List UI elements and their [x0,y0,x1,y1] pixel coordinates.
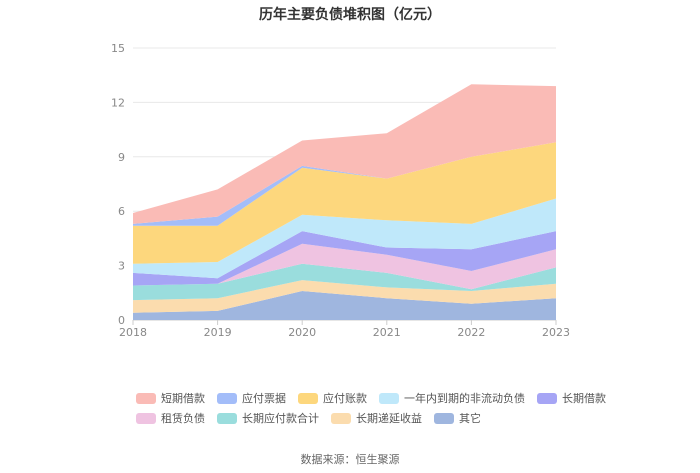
legend-swatch [217,412,237,424]
legend-label: 长期应付款合计 [242,412,319,425]
legend-row: 短期借款 应付票据 应付账款 一年内到期的非流动负债 长期借款 [136,388,606,408]
x-tick-label: 2021 [373,326,401,339]
legend-label: 应付票据 [242,392,286,405]
area-series [133,243,556,290]
legend-row: 租赁负债 长期应付款合计 长期递延收益 其它 [136,408,596,428]
legend-label: 长期借款 [562,392,606,405]
legend-label: 一年内到期的非流动负债 [404,392,525,405]
area-series [133,280,556,313]
area-series [133,84,556,224]
y-tick-label: 0 [118,314,125,327]
legend-label: 其它 [459,412,481,425]
legend-swatch [136,412,156,424]
x-tick-label: 2019 [204,326,232,339]
legend-item[interactable]: 长期递延收益 [331,410,422,426]
area-series [133,198,556,279]
legend-item[interactable]: 应付账款 [298,390,367,406]
legend-item[interactable]: 短期借款 [136,390,205,406]
legend-item[interactable]: 一年内到期的非流动负债 [379,390,525,406]
x-tick-label: 2022 [457,326,485,339]
legend-swatch [136,392,156,404]
legend-label: 短期借款 [161,392,205,405]
x-tick-label: 2023 [542,326,570,339]
y-tick-label: 15 [111,42,125,55]
legend-item[interactable]: 长期应付款合计 [217,410,319,426]
chart-title: 历年主要负债堆积图（亿元） [259,7,441,23]
legend-label: 长期递延收益 [356,412,422,425]
legend-swatch [331,412,351,424]
legend-swatch [217,392,237,404]
y-tick-label: 12 [111,96,125,109]
legend-swatch [434,412,454,424]
legend-item[interactable]: 应付票据 [217,390,286,406]
legend-item[interactable]: 租赁负债 [136,410,205,426]
legend-label: 应付账款 [323,392,367,405]
data-source-note: 数据来源：恒生聚源 [300,453,400,466]
legend-swatch [298,392,318,404]
x-tick-label: 2020 [288,326,316,339]
area-series [133,142,556,226]
legend-label: 租赁负债 [161,412,205,425]
legend-item[interactable]: 其它 [434,410,481,426]
x-tick-label: 2018 [119,326,147,339]
legend-item[interactable]: 长期借款 [537,390,606,406]
area-series [133,142,556,264]
legend-swatch [379,392,399,404]
area-series [133,263,556,301]
area-series [133,231,556,286]
y-tick-label: 6 [118,205,125,218]
legend-swatch [537,392,557,404]
chart-legend: 短期借款 应付票据 应付账款 一年内到期的非流动负债 长期借款租赁负债 长期应付款合计 长期… [136,388,606,428]
y-tick-label: 9 [118,151,125,164]
area-series [133,291,556,320]
y-tick-label: 3 [118,260,125,273]
